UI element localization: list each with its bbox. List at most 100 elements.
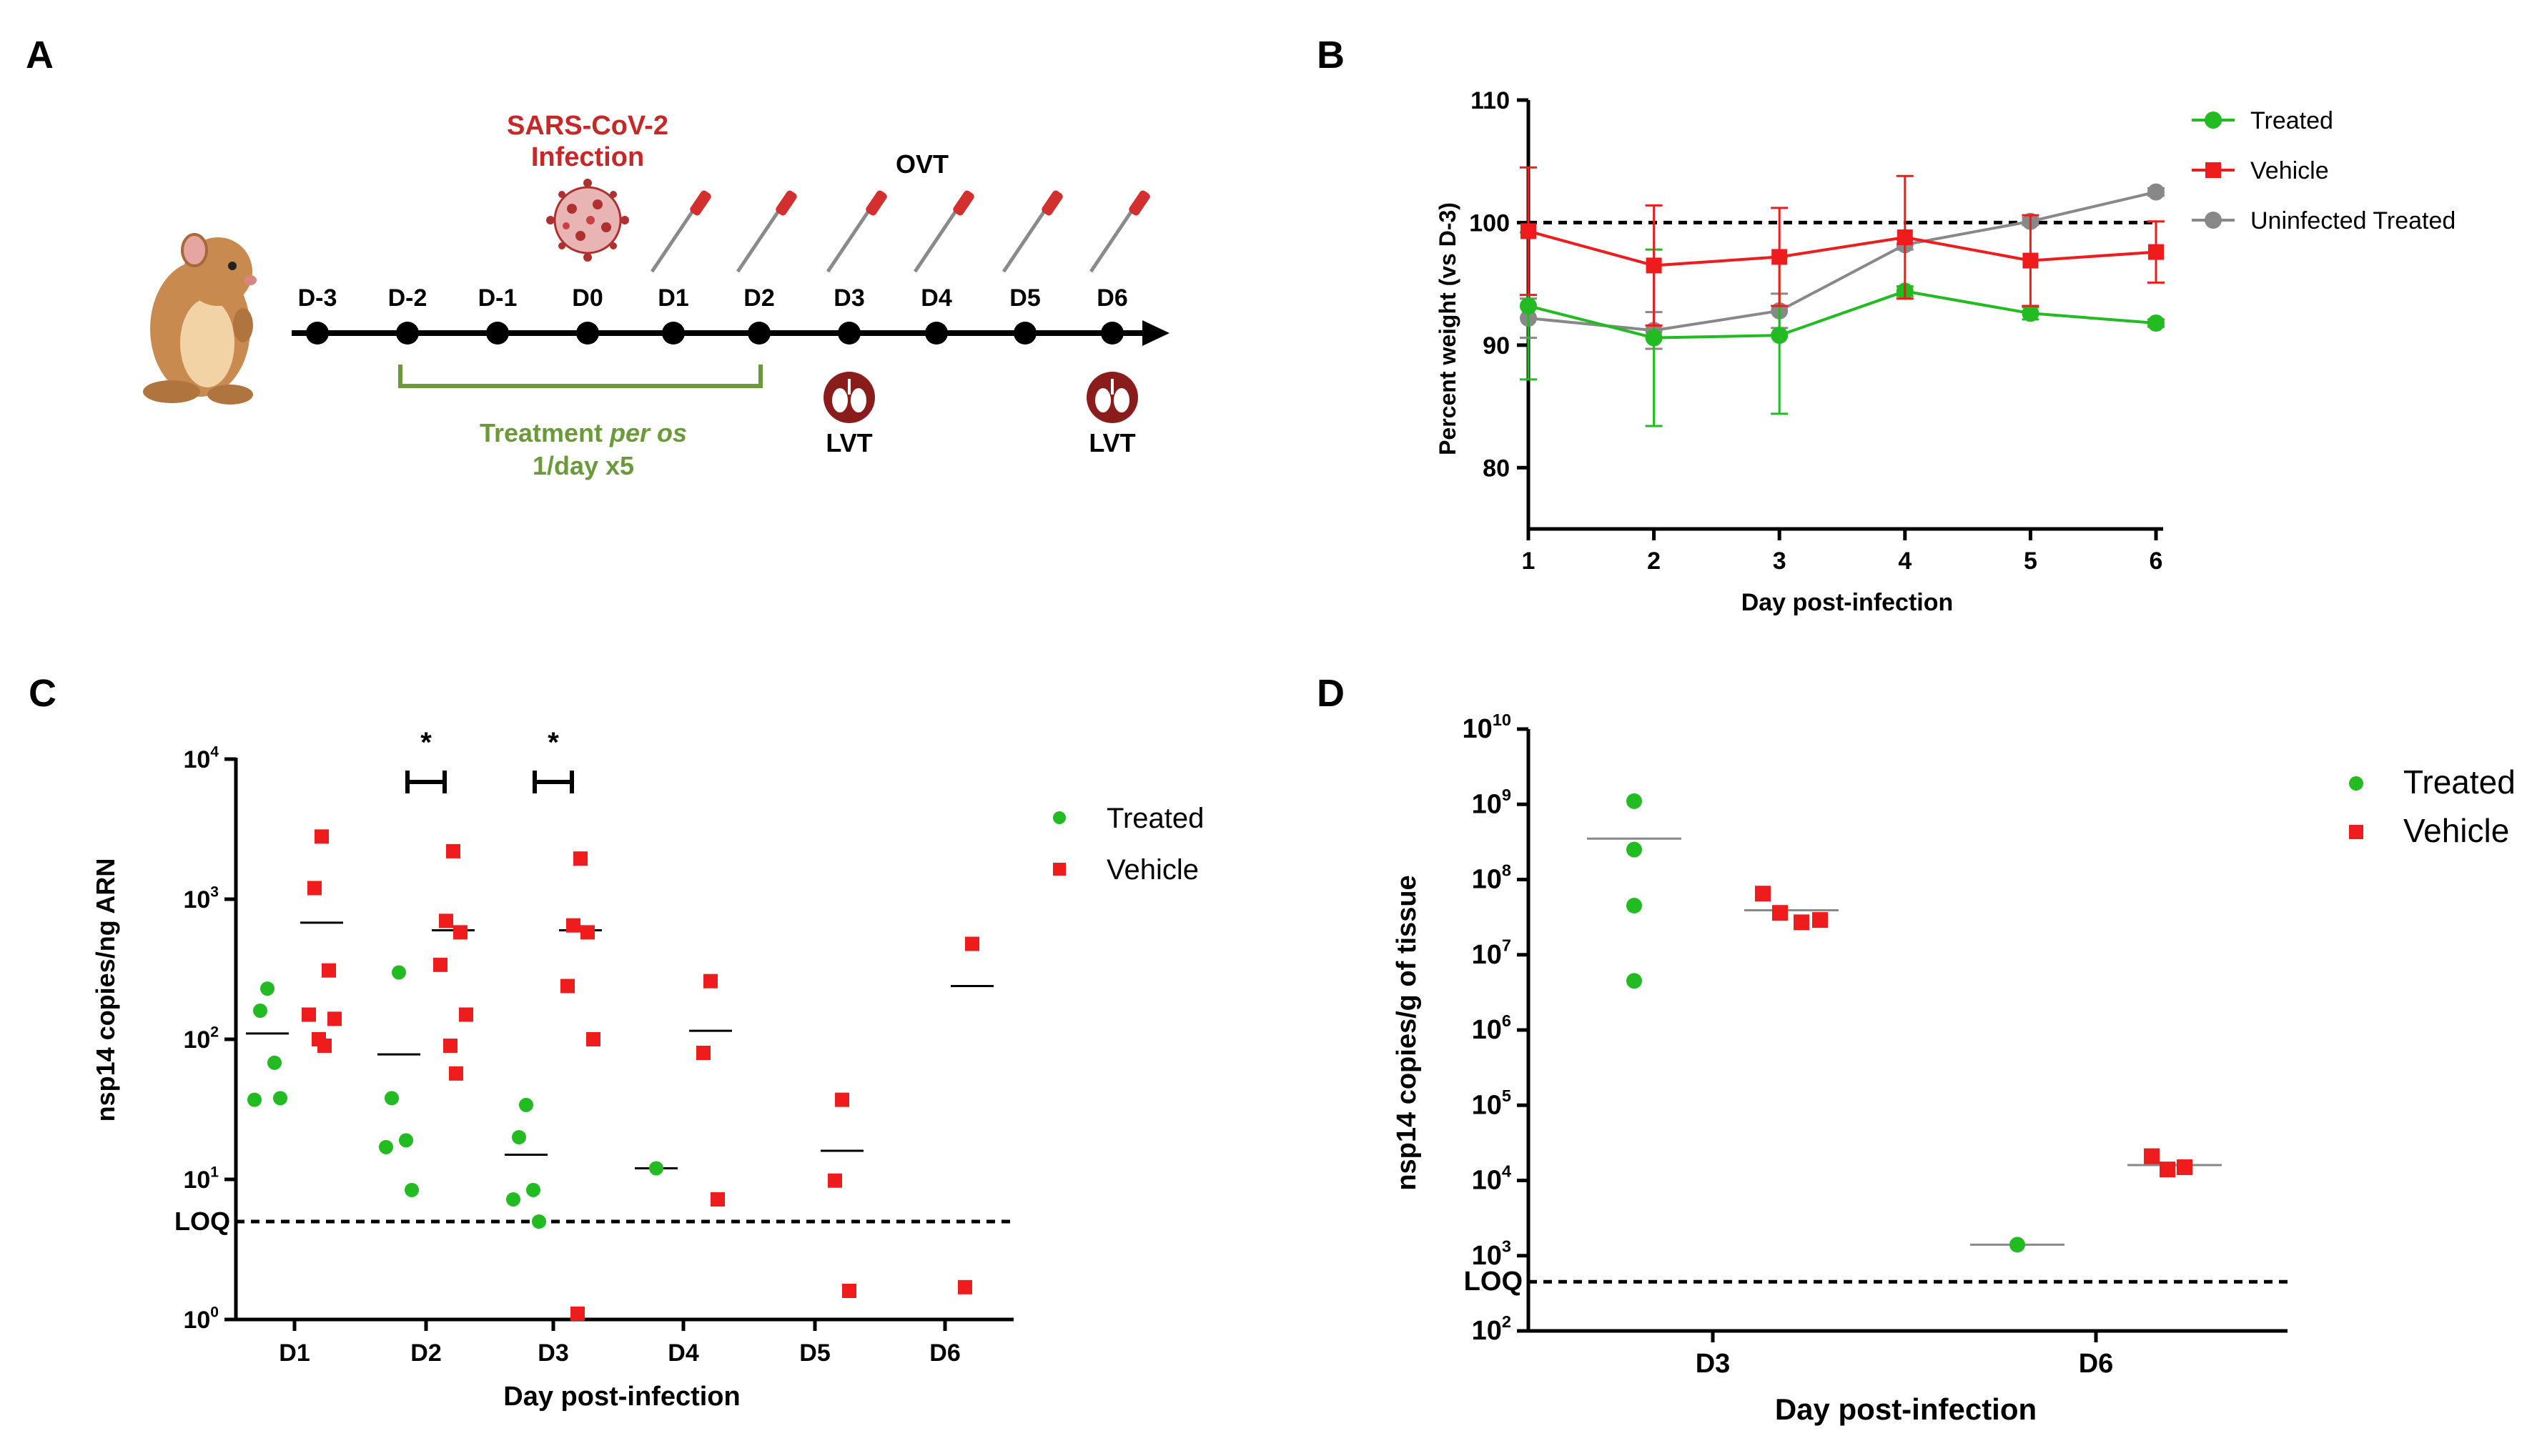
data-point <box>532 1214 546 1229</box>
day-label: D5 <box>1009 284 1040 312</box>
data-point <box>519 1097 533 1112</box>
data-point <box>512 1129 526 1144</box>
data-point <box>322 963 336 978</box>
data-point <box>842 1283 856 1298</box>
data-point <box>2160 1162 2175 1178</box>
series-treated <box>1520 231 2165 427</box>
loq-label: LOQ <box>174 1207 230 1236</box>
series-line <box>1528 190 2157 332</box>
legend-label: Uninfected Treated <box>2250 207 2456 234</box>
panel-label-b: B <box>1317 34 1345 76</box>
day-marker <box>306 322 329 345</box>
panel-c-swab-chart: C nsp14 copies/ng ARN Day post-infection… <box>29 672 1204 1412</box>
legend: Treated Vehicle <box>2349 763 2516 849</box>
data-point <box>586 1032 600 1046</box>
significance-bracket: * <box>405 727 447 793</box>
data-point <box>267 1055 282 1070</box>
data-point <box>1771 327 1789 345</box>
data-point <box>317 1038 332 1053</box>
legend-item: Treated <box>2192 107 2333 134</box>
x-axis-title: Day post-infection <box>503 1382 740 1412</box>
swab-icon <box>1089 190 1150 273</box>
data-point <box>399 1133 413 1148</box>
data-point <box>1772 905 1788 921</box>
data-point <box>696 1045 711 1060</box>
series-line <box>1528 229 2157 267</box>
day-marker <box>662 322 685 345</box>
legend-label: Vehicle <box>2250 157 2329 184</box>
data-point <box>570 1306 585 1321</box>
legend: Treated Vehicle Uninfected Treated <box>2192 107 2456 234</box>
data-point <box>273 1091 287 1106</box>
data-point <box>649 1161 663 1176</box>
data-point <box>1771 249 1788 265</box>
legend-label: Treated <box>1107 803 1204 834</box>
data-point <box>828 1173 842 1188</box>
x-tick-label: D3 <box>1696 1349 1731 1379</box>
y-tick-label: 101 <box>183 1164 219 1194</box>
y-tick-label: 103 <box>1472 1237 1511 1271</box>
y-ticks: 100 101 102 103 104 <box>183 744 236 1334</box>
loq-label: LOQ <box>1464 1267 1523 1297</box>
legend-item: Treated <box>2349 763 2516 801</box>
day-label: D-3 <box>298 284 337 312</box>
infection-label-2: Infection <box>531 142 644 172</box>
day-marker <box>486 322 509 345</box>
swab-icon <box>826 190 887 273</box>
legend-item: Vehicle <box>1053 854 1199 886</box>
data-point <box>433 957 447 972</box>
day-label: D6 <box>1097 284 1127 312</box>
y-tick-label: 106 <box>1472 1011 1511 1045</box>
data-point <box>580 925 595 940</box>
lvt-label: LVT <box>826 428 872 457</box>
timeline-days: D-3 D-2 D-1 D0 D1 D2 D3 D4 D5 D6 <box>298 284 1128 312</box>
panel-label-d: D <box>1317 672 1345 715</box>
significance-bracket: * <box>533 727 574 793</box>
legend-label: Vehicle <box>1107 854 1199 886</box>
median-lines <box>1587 837 2222 1246</box>
data-point <box>2022 304 2039 322</box>
data-point <box>1626 897 1642 913</box>
series-line <box>1528 289 2157 340</box>
hamster-icon <box>143 233 257 405</box>
day-marker <box>838 322 861 345</box>
data-point <box>327 1011 342 1026</box>
y-tick-label: 109 <box>1472 786 1511 819</box>
significance-star: * <box>548 727 559 758</box>
day-marker <box>1101 322 1124 345</box>
y-tick-label: 1010 <box>1463 710 1511 744</box>
day-marker <box>396 322 419 345</box>
y-tick-label: 104 <box>183 744 219 773</box>
day-marker <box>1014 322 1037 345</box>
data-point <box>1794 914 1809 931</box>
y-tick-label: 103 <box>183 884 219 913</box>
y-tick-label: 90 <box>1483 332 1510 360</box>
data-point <box>1626 973 1642 989</box>
data-point <box>446 843 460 858</box>
lung-icon <box>1087 372 1138 423</box>
x-tick-label: 2 <box>1647 548 1661 575</box>
virus-icon <box>546 179 629 262</box>
x-tick-label: 5 <box>2024 548 2037 575</box>
legend-label: Treated <box>2403 763 2516 801</box>
data-point <box>439 913 453 928</box>
y-tick-label: 80 <box>1483 455 1510 482</box>
data-point <box>1520 223 1536 239</box>
data-point <box>1645 329 1663 347</box>
panel-a-timeline: A D-3 D-2 D-1 D0 D1 D2 D3 D4 D5 D6 <box>26 34 1169 480</box>
data-point <box>2009 1237 2025 1253</box>
lvt-label: LVT <box>1089 428 1135 457</box>
data-point <box>302 1007 316 1022</box>
y-tick-label: 108 <box>1472 861 1511 894</box>
significance-brackets: * * <box>405 727 574 793</box>
day-label: D3 <box>834 284 864 312</box>
swab-icon <box>650 190 711 273</box>
swab-icon <box>736 190 797 273</box>
x-tick-label: D6 <box>2079 1349 2114 1379</box>
x-tick-label: 3 <box>1773 548 1786 575</box>
y-tick-label: 107 <box>1472 936 1511 970</box>
timeline-dots <box>306 322 1124 345</box>
day-label: D4 <box>921 284 952 312</box>
data-point <box>2148 244 2164 260</box>
